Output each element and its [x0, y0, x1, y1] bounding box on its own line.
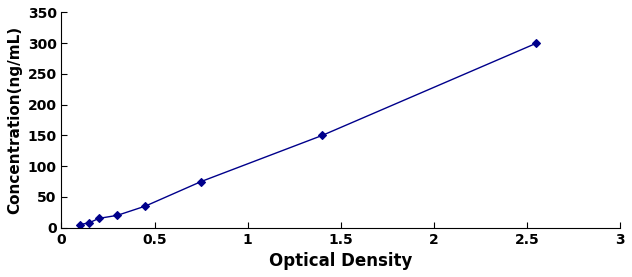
Y-axis label: Concentration(ng/mL): Concentration(ng/mL)	[7, 26, 22, 214]
X-axis label: Optical Density: Optical Density	[269, 252, 413, 270]
